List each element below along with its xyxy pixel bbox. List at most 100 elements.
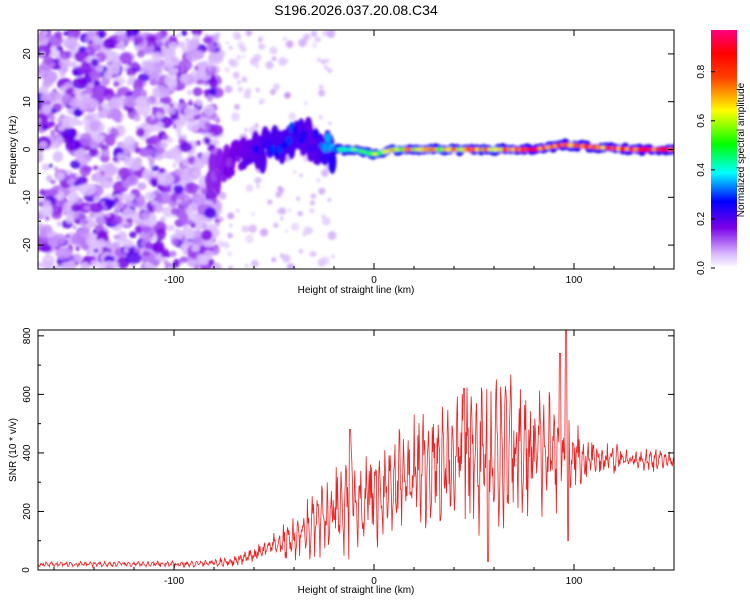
noise-blob: [133, 35, 144, 44]
noise-blob: [94, 224, 105, 232]
noise-blob: [50, 108, 57, 114]
snr-y-ticks: 0 200 400 600 800: [21, 327, 674, 573]
noise-blob: [169, 103, 174, 109]
noise-blob: [136, 127, 145, 138]
noise-blob: [202, 36, 213, 44]
noise-blob: [204, 207, 217, 219]
noise-blob: [195, 140, 201, 146]
y-tick-label: 800: [22, 327, 33, 344]
noise-blob: [87, 82, 94, 88]
noise-blob: [92, 35, 100, 45]
noise-blob: [56, 45, 63, 52]
noise-blob: [309, 208, 315, 214]
noise-blob: [54, 30, 62, 40]
noise-blob: [327, 68, 333, 74]
noise-blob: [42, 242, 49, 250]
noise-blob: [90, 58, 99, 67]
noise-blob: [84, 205, 91, 210]
noise-blob: [323, 65, 329, 71]
noise-blob: [265, 60, 274, 70]
spectrogram-ylabel: Frequency (Hz): [8, 116, 19, 185]
noise-blob: [174, 168, 184, 176]
noise-blob: [84, 35, 91, 43]
colorbar-tick-label: 0.8: [696, 64, 707, 78]
noise-blob: [41, 104, 52, 115]
trace-core: [286, 135, 292, 146]
noise-blob: [179, 256, 189, 263]
noise-blob: [78, 46, 87, 53]
noise-blob: [204, 137, 211, 145]
noise-blob: [320, 59, 327, 65]
trace-hotspot: [628, 148, 634, 151]
noise-blob: [214, 222, 221, 227]
trace-core: [220, 174, 226, 182]
noise-blob: [169, 250, 177, 258]
noise-blob: [298, 248, 304, 254]
noise-blob: [215, 117, 221, 124]
noise-blob: [187, 202, 198, 213]
snr-ylabel: SNR (10 * v/v): [8, 418, 19, 482]
noise-blob: [194, 111, 198, 116]
noise-blob: [192, 87, 203, 97]
noise-blob: [234, 33, 242, 41]
noise-blob: [109, 96, 125, 109]
noise-blob: [125, 251, 142, 265]
noise-blob: [242, 54, 246, 59]
noise-blob: [152, 259, 160, 267]
noise-blob: [82, 219, 89, 225]
noise-blob: [192, 170, 198, 177]
trace-core: [316, 134, 322, 144]
noise-blob: [152, 85, 169, 99]
noise-blob: [200, 155, 211, 166]
trace-hotspot: [372, 152, 378, 156]
noise-blob: [278, 207, 287, 215]
noise-blob: [187, 156, 195, 164]
noise-blob: [313, 37, 318, 42]
noise-blob: [284, 92, 291, 99]
noise-blob: [105, 133, 116, 147]
noise-blob: [318, 84, 324, 90]
noise-blob: [278, 187, 285, 194]
noise-blob: [48, 187, 59, 196]
noise-blob: [134, 225, 143, 234]
noise-blob: [310, 200, 315, 206]
trace-hotspot: [612, 147, 618, 150]
noise-blob: [245, 30, 253, 37]
noise-blob: [241, 225, 249, 233]
noise-blob: [188, 219, 194, 226]
noise-blob: [92, 165, 99, 171]
noise-blob: [148, 159, 155, 165]
noise-blob: [90, 259, 99, 268]
noise-blob: [100, 170, 105, 176]
noise-blob: [214, 32, 221, 38]
noise-blob: [183, 106, 194, 117]
noise-blob: [45, 215, 50, 221]
trace-core: [304, 135, 310, 143]
noise-blob: [244, 128, 249, 133]
noise-blob: [61, 115, 75, 129]
noise-blob: [75, 245, 80, 252]
noise-blob: [65, 138, 82, 152]
noise-blob: [130, 110, 137, 117]
noise-blob: [128, 61, 133, 67]
noise-blob: [234, 103, 240, 110]
trace-hotspot: [645, 148, 651, 151]
noise-blob: [306, 227, 314, 234]
noise-blob: [241, 76, 248, 83]
trace-halo: [258, 148, 267, 174]
noise-blob: [170, 207, 180, 216]
noise-blob: [59, 70, 66, 78]
noise-blob: [228, 45, 233, 50]
noise-blob: [272, 83, 280, 91]
noise-blob: [258, 43, 265, 50]
noise-blob: [162, 134, 169, 141]
noise-blob: [147, 148, 156, 156]
noise-blob: [231, 112, 240, 122]
noise-blob: [151, 51, 162, 64]
noise-blob: [155, 192, 172, 205]
noise-blob: [154, 100, 161, 106]
noise-blob: [88, 212, 96, 219]
noise-blob: [151, 241, 165, 254]
noise-blob: [142, 250, 151, 257]
noise-blob: [123, 247, 129, 254]
